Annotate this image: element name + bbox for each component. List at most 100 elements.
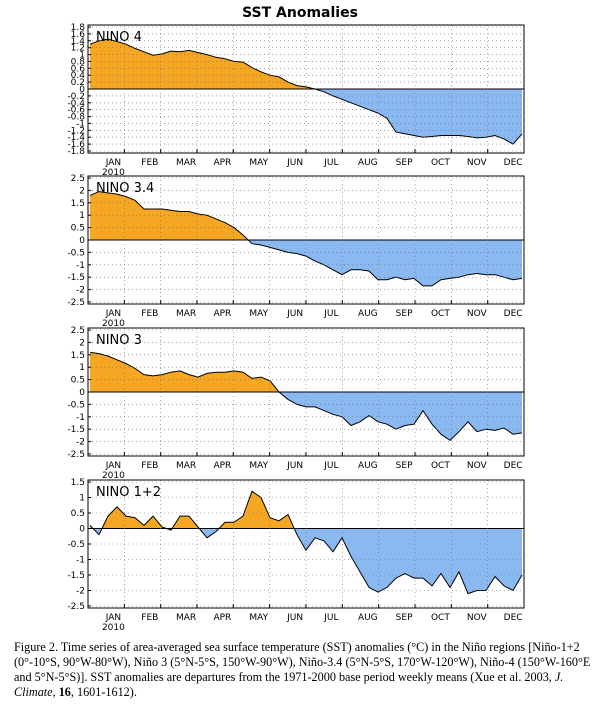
panel-3-ytick-label: -1	[76, 413, 85, 423]
panel-1-area-group	[89, 38, 523, 145]
panel-2-ytick-label: 1.5	[71, 199, 85, 209]
panel-1-ytick-label: 1.6	[71, 30, 86, 40]
panel-4-ytick-label: -2	[76, 587, 85, 597]
panel-3-ytick-label: -1.5	[67, 425, 85, 435]
panel-1-ytick-label: -1	[76, 119, 85, 129]
caption-separator: ,	[52, 685, 59, 699]
panel-1-month-label: JUN	[286, 158, 303, 168]
panel-1-ytick-label: 0.2	[71, 78, 85, 88]
panel-1-ytick-label: 1.4	[71, 37, 86, 47]
panel-4-month-label: MAR	[176, 613, 196, 623]
panel-4-month-label: MAY	[249, 613, 268, 623]
caption-text: Figure 2. Time series of area-averaged s…	[14, 640, 591, 684]
panel-3-ytick-label: 0	[79, 388, 85, 398]
panel-2-year-label: 2010	[102, 319, 125, 329]
panel-2-month-label: SEP	[396, 309, 413, 319]
panel-2-month-label: OCT	[431, 309, 450, 319]
panel-1-positive-area	[90, 39, 522, 89]
panel-4-ytick-label: -1	[76, 556, 85, 566]
panel-3-month-label: SEP	[396, 461, 413, 471]
panel-3: 2.5 2 1.5 1 0.5 0 -0.5 -1 -1.5 -2 -2.5 JAN FEB MAR APR…	[67, 326, 525, 481]
panel-1-ytick-label: 0	[79, 85, 85, 95]
panel-2-month-label: MAY	[249, 309, 268, 319]
panel-1-ytick-label: -1.4	[67, 133, 85, 143]
panel-1-ytick-label: -0.6	[67, 106, 85, 116]
panel-3-month-label: OCT	[431, 461, 450, 471]
panel-2-area-group	[89, 191, 523, 287]
panel-2-month-label: JAN	[105, 309, 121, 319]
panel-4-ytick-label: 1.5	[71, 478, 85, 488]
panel-4-area-group	[89, 490, 523, 595]
panel-1-month-label: APR	[213, 158, 231, 168]
panel-3-negative-area	[90, 392, 522, 441]
panel-2-ytick-label: -1	[76, 261, 85, 271]
panel-3-month-label: JAN	[105, 461, 121, 471]
panel-1-ytick-label: -1.8	[67, 147, 85, 157]
panel-2-month-label: JUL	[323, 309, 338, 319]
panel-2-month-label: AUG	[358, 309, 378, 319]
panel-3-ytick-label: 2.5	[71, 326, 85, 336]
figure-caption: Figure 2. Time series of area-averaged s…	[14, 640, 594, 700]
panel-4-month-label: AUG	[358, 613, 378, 623]
panel-2-month-label: JUN	[286, 309, 303, 319]
panel-1-ytick-label: -1.6	[67, 140, 85, 150]
panel-3-ytick-label: -2	[76, 438, 85, 448]
panel-1-month-label: SEP	[396, 158, 413, 168]
panel-1-ytick-label: 0.4	[71, 71, 86, 81]
panel-4-month-label: FEB	[141, 613, 158, 623]
panel-4-ytick-label: 0.5	[71, 509, 85, 519]
panel-3-month-label: DEC	[504, 461, 523, 471]
panel-3-ytick-label: 1.5	[71, 351, 85, 361]
panel-4-month-label: JUL	[323, 613, 338, 623]
panel-1-frame	[87, 24, 525, 154]
panel-2-month-label: FEB	[141, 309, 158, 319]
caption-pages: , 1601-1612).	[70, 685, 137, 699]
panel-3-ytick-label: -0.5	[67, 400, 85, 410]
panel-3-area-group	[89, 351, 523, 442]
panel-2-month-label: MAR	[176, 309, 196, 319]
panel-1-month-label: JAN	[105, 158, 121, 168]
panel-3-month-label: JUL	[323, 461, 338, 471]
panel-4-ytick-label: -1.5	[67, 571, 85, 581]
panel-3-ytick-label: 1	[79, 363, 85, 373]
panel-2-ytick-label: -2	[76, 286, 85, 296]
panel-2-positive-area	[90, 191, 522, 240]
panel-3-month-label: FEB	[141, 461, 158, 471]
panel-4: 1.5 1 0.5 0 -0.5 -1 -1.5 -2 -2.5 JAN FEB MAR APR MAY J…	[67, 478, 525, 632]
panel-4-region-label: NINO 1+2	[96, 485, 161, 500]
panel-3-month-label: JUN	[286, 461, 303, 471]
panel-3-region-label: NINO 3	[96, 333, 142, 348]
panel-4-month-label: NOV	[467, 613, 488, 623]
panel-1-month-label: DEC	[504, 158, 523, 168]
panel-1-month-label: MAY	[249, 158, 268, 168]
panel-4-month-label: JUN	[286, 613, 303, 623]
panel-3-ytick-label: 0.5	[71, 376, 85, 386]
panel-3-frame	[87, 327, 525, 457]
panel-3-series-line	[89, 351, 523, 442]
panel-4-month-label: SEP	[396, 613, 413, 623]
panel-2-ytick-label: -1.5	[67, 273, 85, 283]
panel-1-ytick-label: 1.2	[71, 44, 85, 54]
panel-4-negative-area	[90, 528, 522, 594]
panel-1-month-label: MAR	[176, 158, 196, 168]
panel-2-ytick-label: -2.5	[67, 298, 85, 308]
panel-4-month-label: JAN	[105, 613, 121, 623]
panel-1-ytick-label: 1.8	[71, 23, 86, 33]
panel-4-ytick-label: 0	[79, 525, 85, 535]
panel-3-positive-area	[90, 352, 522, 392]
panel-1-month-label: JUL	[323, 158, 338, 168]
panel-1-ytick-label: -0.8	[67, 113, 85, 123]
panel-2-negative-area	[90, 240, 522, 286]
panel-3-ytick-label: 2	[79, 338, 85, 348]
panel-1-year-label: 2010	[102, 168, 125, 178]
panel-3-month-label: MAR	[176, 461, 196, 471]
panel-3-month-label: APR	[213, 461, 231, 471]
panel-1-ytick-label: -0.4	[67, 99, 85, 109]
panel-1-month-label: NOV	[467, 158, 488, 168]
panel-1: 1.81.61.41.210.80.60.40.20-0.2-0.4-0.6-0…	[67, 23, 525, 178]
panel-1-region-label: NINO 4	[96, 30, 142, 45]
panel-1-month-label: OCT	[431, 158, 450, 168]
panel-2-month-label: DEC	[504, 309, 523, 319]
panel-1-ytick-label: 1	[79, 51, 85, 61]
panel-2-ytick-label: 2	[79, 186, 85, 196]
